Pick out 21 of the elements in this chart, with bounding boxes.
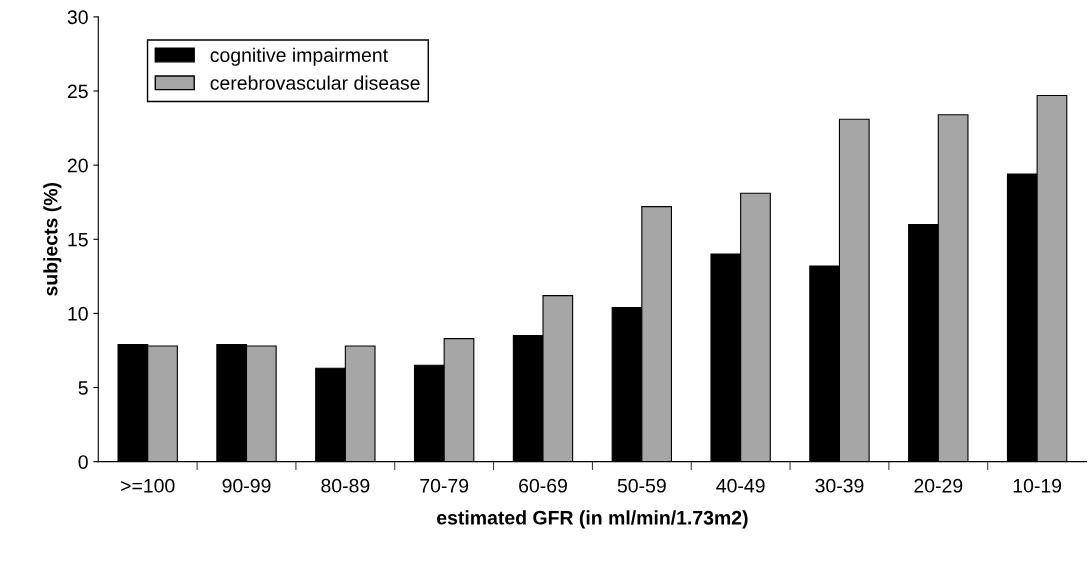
legend-label: cerebrovascular disease: [210, 75, 420, 90]
x-tick-label: 50-59: [617, 478, 666, 493]
x-tick-label: 40-49: [716, 478, 765, 493]
y-tick-label: 25: [67, 84, 88, 99]
y-tick-label: 10: [68, 306, 88, 321]
x-tick-label: 10-19: [1013, 478, 1062, 493]
y-tick-label: 20: [67, 158, 88, 173]
y-tick-label: 30: [67, 10, 88, 25]
x-tick-label: 90-99: [222, 478, 271, 493]
y-tick-label: 15: [68, 232, 88, 247]
x-tick-label: 80-89: [321, 478, 370, 493]
x-tick-label: 60-69: [519, 478, 567, 493]
y-tick-label: 0: [78, 455, 88, 469]
x-tick-label: 70-79: [420, 478, 469, 493]
y-axis-title: subjects (%): [43, 182, 62, 296]
x-tick-label: 30-39: [815, 478, 864, 493]
legend-label: cognitive impairment: [210, 47, 388, 66]
y-tick-label: 5: [78, 381, 88, 395]
x-tick-label: 20-29: [914, 478, 963, 493]
x-tick-label: >=100: [121, 478, 175, 493]
x-axis-title: estimated GFR (in ml/min/1.73m2): [437, 510, 748, 529]
